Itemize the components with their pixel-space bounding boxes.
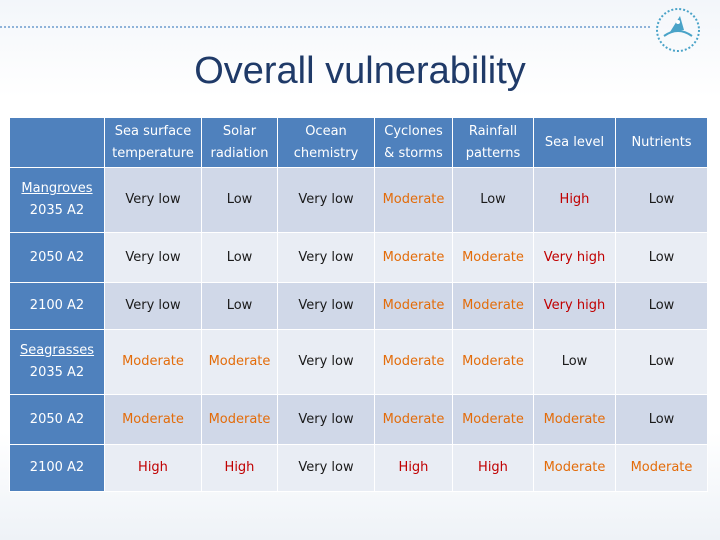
column-header-line1: Sea level (544, 134, 605, 150)
table-row: Seagrasses 2035 A2 Moderate Moderate Very lo… (9, 328, 708, 395)
table-cell: High (533, 167, 616, 233)
column-header: Cyclones & storms (374, 117, 453, 168)
row-header: Mangroves 2035 A2 (9, 167, 105, 233)
table-cell: Very low (104, 282, 202, 330)
table-cell: Moderate (374, 328, 453, 395)
table-cell: Moderate (201, 328, 278, 395)
spc-logo-icon (656, 8, 700, 52)
table-cell: Low (201, 167, 278, 233)
row-scenario-label: 2035 A2 (29, 364, 85, 380)
table-cell: Low (452, 167, 534, 233)
column-header: Solar radiation (201, 117, 278, 168)
table-cell: Moderate (104, 328, 202, 395)
top-divider (0, 26, 650, 28)
table-cell: High (104, 444, 202, 492)
row-group-label: Seagrasses (19, 342, 95, 358)
column-header-line1: Cyclones (384, 123, 443, 139)
table-cell: Moderate (533, 444, 616, 492)
table-row: Mangroves 2035 A2 Very low Low Very low Moder… (9, 167, 708, 233)
table-row: 2050 A2 Very low Low Very low Moderate Modera… (9, 231, 708, 284)
table-row: 2100 A2 High High Very low High High Moderate M… (9, 444, 708, 492)
column-header-line2: patterns (465, 145, 521, 161)
table-cell: Moderate (374, 282, 453, 330)
table-cell: Moderate (201, 393, 278, 446)
row-scenario-label: 2100 A2 (29, 460, 85, 476)
row-header: 2050 A2 (9, 393, 105, 446)
table-cell: Very high (533, 282, 616, 330)
column-header-line1: Solar (222, 123, 257, 139)
table-cell: Moderate (533, 393, 616, 446)
table-cell: Low (615, 167, 708, 233)
table-cell: Very low (277, 444, 375, 492)
table-cell: Very low (277, 167, 375, 233)
table-cell: Moderate (374, 167, 453, 233)
header-row: Sea surface temperature Solar radiation Ocea… (9, 117, 708, 168)
column-header: Rainfall patterns (452, 117, 534, 168)
table-cell: Low (615, 282, 708, 330)
column-header-line1: Rainfall (468, 123, 518, 139)
table-cell: Very high (533, 231, 616, 284)
table-cell: Moderate (374, 231, 453, 284)
table-cell: Moderate (615, 444, 708, 492)
column-header: Sea level (533, 117, 616, 168)
table-cell: Very low (277, 328, 375, 395)
row-header: 2100 A2 (9, 282, 105, 330)
table-cell: Moderate (374, 393, 453, 446)
table-cell: Low (533, 328, 616, 395)
table-cell: Very low (277, 282, 375, 330)
row-header: 2100 A2 (9, 444, 105, 492)
table-cell: Low (615, 393, 708, 446)
table-cell: Moderate (452, 328, 534, 395)
table-cell: High (452, 444, 534, 492)
column-header: Ocean chemistry (277, 117, 375, 168)
row-header: 2050 A2 (9, 231, 105, 284)
table-cell: Low (201, 231, 278, 284)
table-cell: Moderate (104, 393, 202, 446)
table-row: 2050 A2 Moderate Moderate Very low Moderate M… (9, 393, 708, 446)
column-header-line2: chemistry (293, 145, 359, 161)
table-cell: Low (615, 328, 708, 395)
table-cell: Moderate (452, 231, 534, 284)
table-cell: Very low (277, 231, 375, 284)
vulnerability-table: Sea surface temperature Solar radiation Ocea… (9, 117, 708, 492)
column-header-line2: & storms (384, 145, 443, 161)
column-header-line1: Sea surface (114, 123, 192, 139)
row-scenario-label: 2050 A2 (29, 249, 85, 265)
table-cell: Low (201, 282, 278, 330)
row-group-label: Mangroves (21, 180, 93, 196)
header-corner (9, 117, 105, 168)
table-cell: Moderate (452, 393, 534, 446)
row-scenario-label: 2050 A2 (29, 411, 85, 427)
table-cell: Very low (104, 167, 202, 233)
table-cell: Very low (277, 393, 375, 446)
column-header: Sea surface temperature (104, 117, 202, 168)
column-header-line1: Ocean (305, 123, 347, 139)
table-row: 2100 A2 Very low Low Very low Moderate Modera… (9, 282, 708, 330)
table-cell: High (201, 444, 278, 492)
table-cell: Low (615, 231, 708, 284)
column-header: Nutrients (615, 117, 708, 168)
table-cell: Very low (104, 231, 202, 284)
column-header-line2: temperature (112, 145, 194, 161)
row-scenario-label: 2035 A2 (29, 202, 85, 218)
row-scenario-label: 2100 A2 (29, 298, 85, 314)
column-header-line1: Nutrients (631, 134, 692, 150)
column-header-line2: radiation (210, 145, 269, 161)
table-cell: High (374, 444, 453, 492)
table-cell: Moderate (452, 282, 534, 330)
row-header: Seagrasses 2035 A2 (9, 328, 105, 395)
page-title: Overall vulnerability (194, 50, 526, 92)
